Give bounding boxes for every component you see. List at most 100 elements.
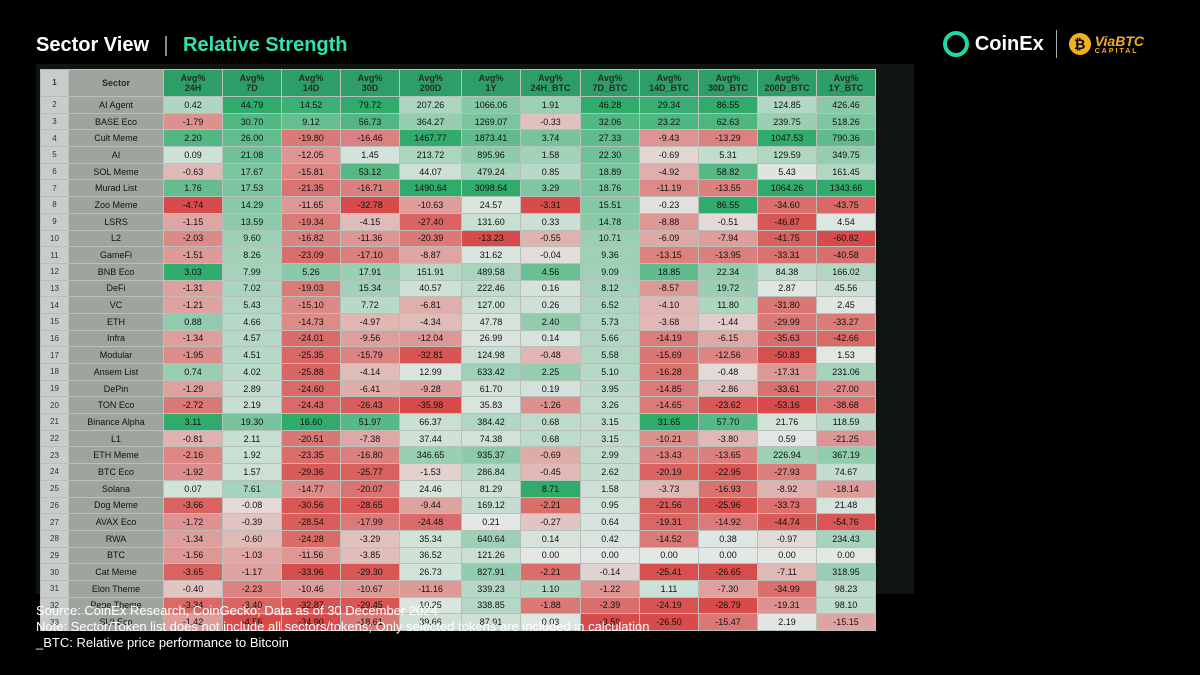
value-cell: -0.51 xyxy=(698,212,758,231)
value-cell: -19.31 xyxy=(757,596,817,615)
sector-name-cell: BNB Eco xyxy=(68,262,164,281)
value-cell: 1047.53 xyxy=(757,129,817,148)
value-cell: 518.26 xyxy=(816,112,876,131)
sector-name-cell: Infra xyxy=(68,329,164,348)
value-cell: 0.68 xyxy=(520,413,581,431)
value-cell: 8.12 xyxy=(580,279,640,298)
value-cell: 318.95 xyxy=(816,563,876,581)
value-cell: -0.14 xyxy=(580,563,640,581)
value-cell: -14.65 xyxy=(639,396,699,415)
value-cell: -27.40 xyxy=(399,212,462,231)
value-cell: -1.31 xyxy=(163,279,223,298)
column-header-sector: Sector xyxy=(68,69,164,97)
value-cell: -3.59 xyxy=(580,613,640,631)
value-cell: -1.21 xyxy=(163,296,223,314)
column-header: Avg% 1Y xyxy=(461,69,521,97)
value-cell: -17.10 xyxy=(340,246,400,264)
value-cell: 7.99 xyxy=(222,262,282,281)
value-cell: -1.03 xyxy=(222,546,282,565)
value-cell: -6.15 xyxy=(698,329,758,348)
value-cell: -7.11 xyxy=(757,563,817,581)
table-row: 2 AI Agent 0.42 44.79 14.52 79.72 207.26 1066.0… xyxy=(40,96,876,114)
row-number: 16 xyxy=(40,329,69,348)
value-cell: -53.16 xyxy=(757,396,817,415)
value-cell: 0.42 xyxy=(163,96,223,114)
value-cell: 86.55 xyxy=(698,196,758,214)
value-cell: -13.15 xyxy=(639,246,699,264)
row-number: 5 xyxy=(40,146,69,164)
value-cell: 9.36 xyxy=(580,246,640,264)
sector-name-cell: L1 xyxy=(68,429,164,448)
value-cell: -0.81 xyxy=(163,429,223,448)
table-row: 26 Dog Meme -3.66 -0.08 -30.56 -28.65 -9.44 169… xyxy=(40,496,876,515)
table-row: 11 GameFi -1.51 8.26 -23.09 -17.10 -8.87 31.62-… xyxy=(40,246,876,264)
table-row: 27 AVAX Eco -1.72 -0.39 -28.54 -17.99 -24.48 0.… xyxy=(40,513,876,531)
value-cell: 0.00 xyxy=(757,546,817,565)
value-cell: -14.19 xyxy=(639,329,699,348)
value-cell: 4.56 xyxy=(520,262,581,281)
value-cell: -9.56 xyxy=(340,329,400,348)
value-cell: -6.41 xyxy=(340,379,400,398)
value-cell: 0.33 xyxy=(520,212,581,231)
row-number: 12 xyxy=(40,262,69,281)
table-row: 20 TON Eco -2.72 2.19 -24.43 -26.43 -35.98 35.8… xyxy=(40,396,876,415)
row-number: 7 xyxy=(40,179,69,198)
header: Sector View Relative Strength xyxy=(36,34,348,57)
value-cell: 22.34 xyxy=(698,262,758,281)
table-row: 24 BTC Eco -1.92 1.57 -29.36 -25.77 -1.53 286.8… xyxy=(40,463,876,481)
value-cell: -9.28 xyxy=(399,379,462,398)
column-header: Avg% 7D xyxy=(222,69,282,97)
value-cell: -60.82 xyxy=(816,229,876,248)
sector-name-cell: ETH xyxy=(68,312,164,331)
value-cell: -2.21 xyxy=(520,563,581,581)
value-cell: 349.75 xyxy=(816,146,876,164)
row-number: 31 xyxy=(40,579,69,598)
value-cell: -10.63 xyxy=(399,196,462,214)
value-cell: -15.79 xyxy=(340,346,400,364)
value-cell: -11.16 xyxy=(399,579,462,598)
value-cell: 0.38 xyxy=(698,529,758,548)
value-cell: -24.19 xyxy=(639,596,699,615)
value-cell: 17.91 xyxy=(340,262,400,281)
table-row: 10 L2 -2.03 9.60 -16.82 -11.36 -20.39 -13.23 -0.… xyxy=(40,229,876,248)
sector-name-cell: BASE Eco xyxy=(68,112,164,131)
value-cell: -42.66 xyxy=(816,329,876,348)
value-cell: -8.88 xyxy=(639,212,699,231)
sector-name-cell: GameFi xyxy=(68,246,164,264)
value-cell: 18.89 xyxy=(580,162,640,181)
value-cell: 0.14 xyxy=(520,329,581,348)
value-cell: -4.14 xyxy=(340,363,400,381)
value-cell: -0.27 xyxy=(520,513,581,531)
value-cell: -31.80 xyxy=(757,296,817,314)
column-header: Avg% 30D xyxy=(340,69,400,97)
table-row: 21 Binance Alpha 3.11 19.30 16.60 51.97 66.37 3… xyxy=(40,413,876,431)
value-cell: -24.43 xyxy=(281,396,341,415)
row-number: 22 xyxy=(40,429,69,448)
value-cell: -26.50 xyxy=(639,613,699,631)
value-cell: -15.47 xyxy=(698,613,758,631)
value-cell: -16.71 xyxy=(340,179,400,198)
value-cell: 14.78 xyxy=(580,212,640,231)
table-row: 4 Cult Meme 2.20 26.00 -19.80 -16.46 1467.77 18… xyxy=(40,129,876,148)
table-row: 31 Elon Theme -0.40 -2.23 -10.46 -10.67 -11.16… xyxy=(40,579,876,598)
sector-name-cell: VC xyxy=(68,296,164,314)
column-header: Avg% 24H xyxy=(163,69,223,97)
value-cell: 5.43 xyxy=(222,296,282,314)
row-number: 24 xyxy=(40,463,69,481)
value-cell: -34.90 xyxy=(281,613,341,631)
value-cell: -25.88 xyxy=(281,363,341,381)
row-number: 29 xyxy=(40,546,69,565)
value-cell: -0.69 xyxy=(520,446,581,465)
value-cell: 87.91 xyxy=(461,613,521,631)
value-cell: 0.14 xyxy=(520,529,581,548)
value-cell: -2.23 xyxy=(222,579,282,598)
value-cell: 1.53 xyxy=(816,346,876,364)
value-cell: 3.03 xyxy=(163,262,223,281)
value-cell: 32.06 xyxy=(580,112,640,131)
value-cell: -15.69 xyxy=(639,346,699,364)
sector-table: 1 Sector Avg% 24H Avg% 7D Avg% 14D Avg% 30D Avg% 20… xyxy=(40,69,876,631)
table-row: 17 Modular -1.95 4.51 -25.35 -15.79 -32.81 124.… xyxy=(40,346,876,364)
value-cell: 1.57 xyxy=(222,463,282,481)
value-cell: 231.06 xyxy=(816,363,876,381)
value-cell: -1.34 xyxy=(163,529,223,548)
